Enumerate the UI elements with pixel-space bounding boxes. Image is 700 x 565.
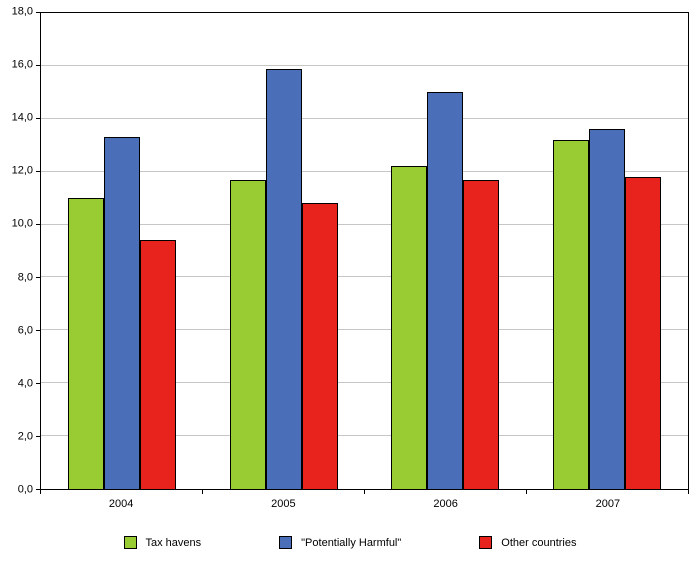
x-tick-label-2004: 2004: [108, 498, 134, 510]
bar-groups: [41, 13, 688, 489]
y-tick-mark: [36, 12, 40, 13]
legend: Tax havens "Potentially Harmful" Other cou…: [0, 536, 700, 549]
y-tick-label-8-0: 8,0: [17, 271, 33, 284]
legend-item-tax-havens: Tax havens: [123, 536, 202, 549]
bar-other-countries-2004: [139, 240, 176, 489]
gridline: [41, 435, 688, 437]
y-tick-label-10-0: 10,0: [11, 217, 33, 230]
x-tick-mark: [40, 490, 41, 494]
x-tick-mark: [202, 490, 203, 494]
y-tick-label-4-0: 4,0: [17, 377, 33, 390]
bar-other-countries-2005: [301, 203, 338, 489]
x-tick-mark: [526, 490, 527, 494]
gridline: [41, 64, 688, 66]
gridline: [41, 170, 688, 172]
y-tick-mark: [36, 436, 40, 437]
x-tick-label-2007: 2007: [595, 498, 621, 510]
gridline: [41, 382, 688, 384]
legend-swatch-other-countries: [479, 536, 493, 549]
bar-group-2005: [203, 13, 365, 489]
y-tick-label-0-0: 0,0: [17, 483, 33, 496]
legend-swatch-tax-havens: [123, 536, 137, 549]
x-tick-label-2006: 2006: [433, 498, 458, 510]
y-tick-label-14-0: 14,0: [11, 111, 33, 124]
legend-item-other-countries: Other countries: [479, 536, 576, 549]
legend-swatch-potentially-harmful: [279, 536, 293, 549]
plot-area: [40, 12, 689, 490]
x-tick-mark: [688, 490, 689, 494]
bar-tax-havens-2006: [391, 166, 428, 489]
bar-tax-havens-2005: [229, 179, 266, 489]
bar-potentially-harmful-2006: [427, 92, 464, 489]
bar-tax-havens-2007: [553, 139, 590, 489]
bar-other-countries-2006: [463, 179, 500, 489]
y-tick-label-6-0: 6,0: [17, 324, 33, 337]
bar-potentially-harmful-2005: [265, 68, 302, 489]
x-tick-label-2005: 2005: [271, 498, 296, 510]
y-tick-mark: [36, 171, 40, 172]
y-tick-mark: [36, 65, 40, 66]
y-axis: 0,0 2,0 4,0 6,0 8,0 10,0 12,0 14,0 16,0 18,0: [0, 6, 33, 495]
y-tick-mark: [36, 118, 40, 119]
y-tick-mark: [36, 330, 40, 331]
y-tick-mark: [36, 224, 40, 225]
legend-label-other-countries: Other countries: [501, 536, 577, 549]
bar-potentially-harmful-2004: [103, 137, 140, 489]
bar-other-countries-2007: [625, 176, 662, 489]
y-tick-mark: [36, 383, 40, 384]
legend-label-tax-havens: Tax havens: [145, 536, 202, 549]
bar-potentially-harmful-2007: [589, 129, 626, 489]
bar-group-2006: [365, 13, 527, 489]
gridline: [41, 117, 688, 119]
bar-group-2007: [526, 13, 688, 489]
bar-group-2004: [41, 13, 203, 489]
y-tick-label-18-0: 18,0: [11, 5, 33, 18]
y-tick-label-16-0: 16,0: [11, 58, 33, 71]
gridline: [41, 329, 688, 331]
y-tick-mark: [36, 489, 40, 490]
bar-tax-havens-2004: [67, 198, 104, 489]
y-tick-mark: [36, 277, 40, 278]
y-tick-label-12-0: 12,0: [11, 164, 33, 177]
x-tick-mark: [364, 490, 365, 494]
gridline: [41, 223, 688, 225]
legend-label-potentially-harmful: "Potentially Harmful": [301, 536, 402, 549]
x-axis: 2004 2005 2006 2007: [40, 498, 689, 510]
legend-item-potentially-harmful: "Potentially Harmful": [279, 536, 401, 549]
y-tick-label-2-0: 2,0: [17, 430, 33, 443]
gridline: [41, 276, 688, 278]
